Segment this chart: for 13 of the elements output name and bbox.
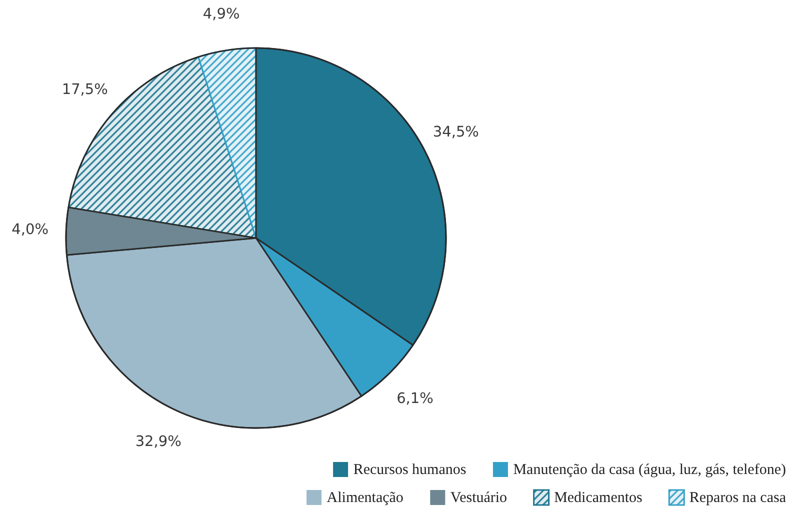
data-label: 32,9% bbox=[135, 434, 182, 450]
data-label: 17,5% bbox=[62, 82, 108, 98]
legend-label: Manutenção da casa (água, luz, gás, telefone) bbox=[513, 462, 786, 478]
data-label: 6,1% bbox=[396, 390, 434, 407]
data-label: 4,0% bbox=[12, 222, 48, 238]
legend-label: Recursos humanos bbox=[353, 462, 466, 478]
pie-slice bbox=[198, 47, 257, 239]
data-label: 34,5% bbox=[432, 124, 479, 140]
legend-label: Vestuário bbox=[450, 490, 508, 506]
data-label: 4,9% bbox=[202, 6, 240, 23]
legend-label: Medicamentos bbox=[554, 490, 643, 506]
legend-label: Alimentação bbox=[326, 490, 404, 506]
legend-label: Reparos na casa bbox=[689, 490, 786, 506]
